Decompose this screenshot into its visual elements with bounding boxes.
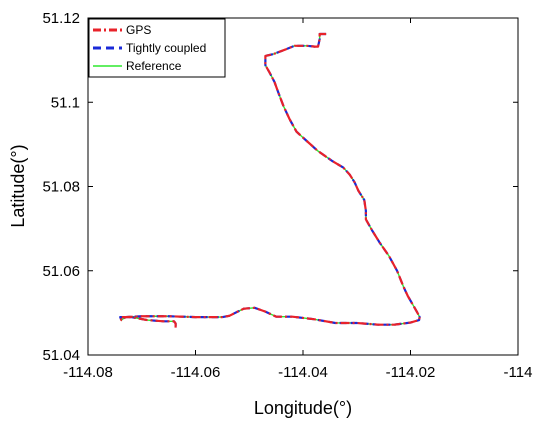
tick-labels: -114.08 -114.06 -114.04 -114.02 -114 51.04 51.… xyxy=(42,10,532,381)
x-tick-label: -114.02 xyxy=(386,364,436,381)
x-tick-label: -114 xyxy=(504,364,533,381)
y-axis-label: Latitude(°) xyxy=(8,144,28,227)
plot-lines xyxy=(119,32,421,328)
x-axis-label: Longitude(°) xyxy=(254,398,352,418)
legend: GPS Tightly coupled Reference xyxy=(88,18,226,78)
y-tick-label: 51.04 xyxy=(42,347,80,364)
x-tick-label: -114.04 xyxy=(278,364,328,381)
legend-label-tightly-coupled: Tightly coupled xyxy=(126,41,206,55)
y-tick-label: 51.1 xyxy=(51,94,80,111)
legend-label-reference: Reference xyxy=(126,59,182,73)
x-tick-label: -114.06 xyxy=(171,364,221,381)
y-tick-label: 51.08 xyxy=(42,179,80,196)
series-line-gps xyxy=(119,32,421,328)
legend-label-gps: GPS xyxy=(126,23,151,37)
x-tick-label: -114.08 xyxy=(63,364,113,381)
y-tick-label: 51.06 xyxy=(42,263,80,280)
y-tick-label: 51.12 xyxy=(42,10,80,27)
axis-ticks xyxy=(87,17,519,356)
